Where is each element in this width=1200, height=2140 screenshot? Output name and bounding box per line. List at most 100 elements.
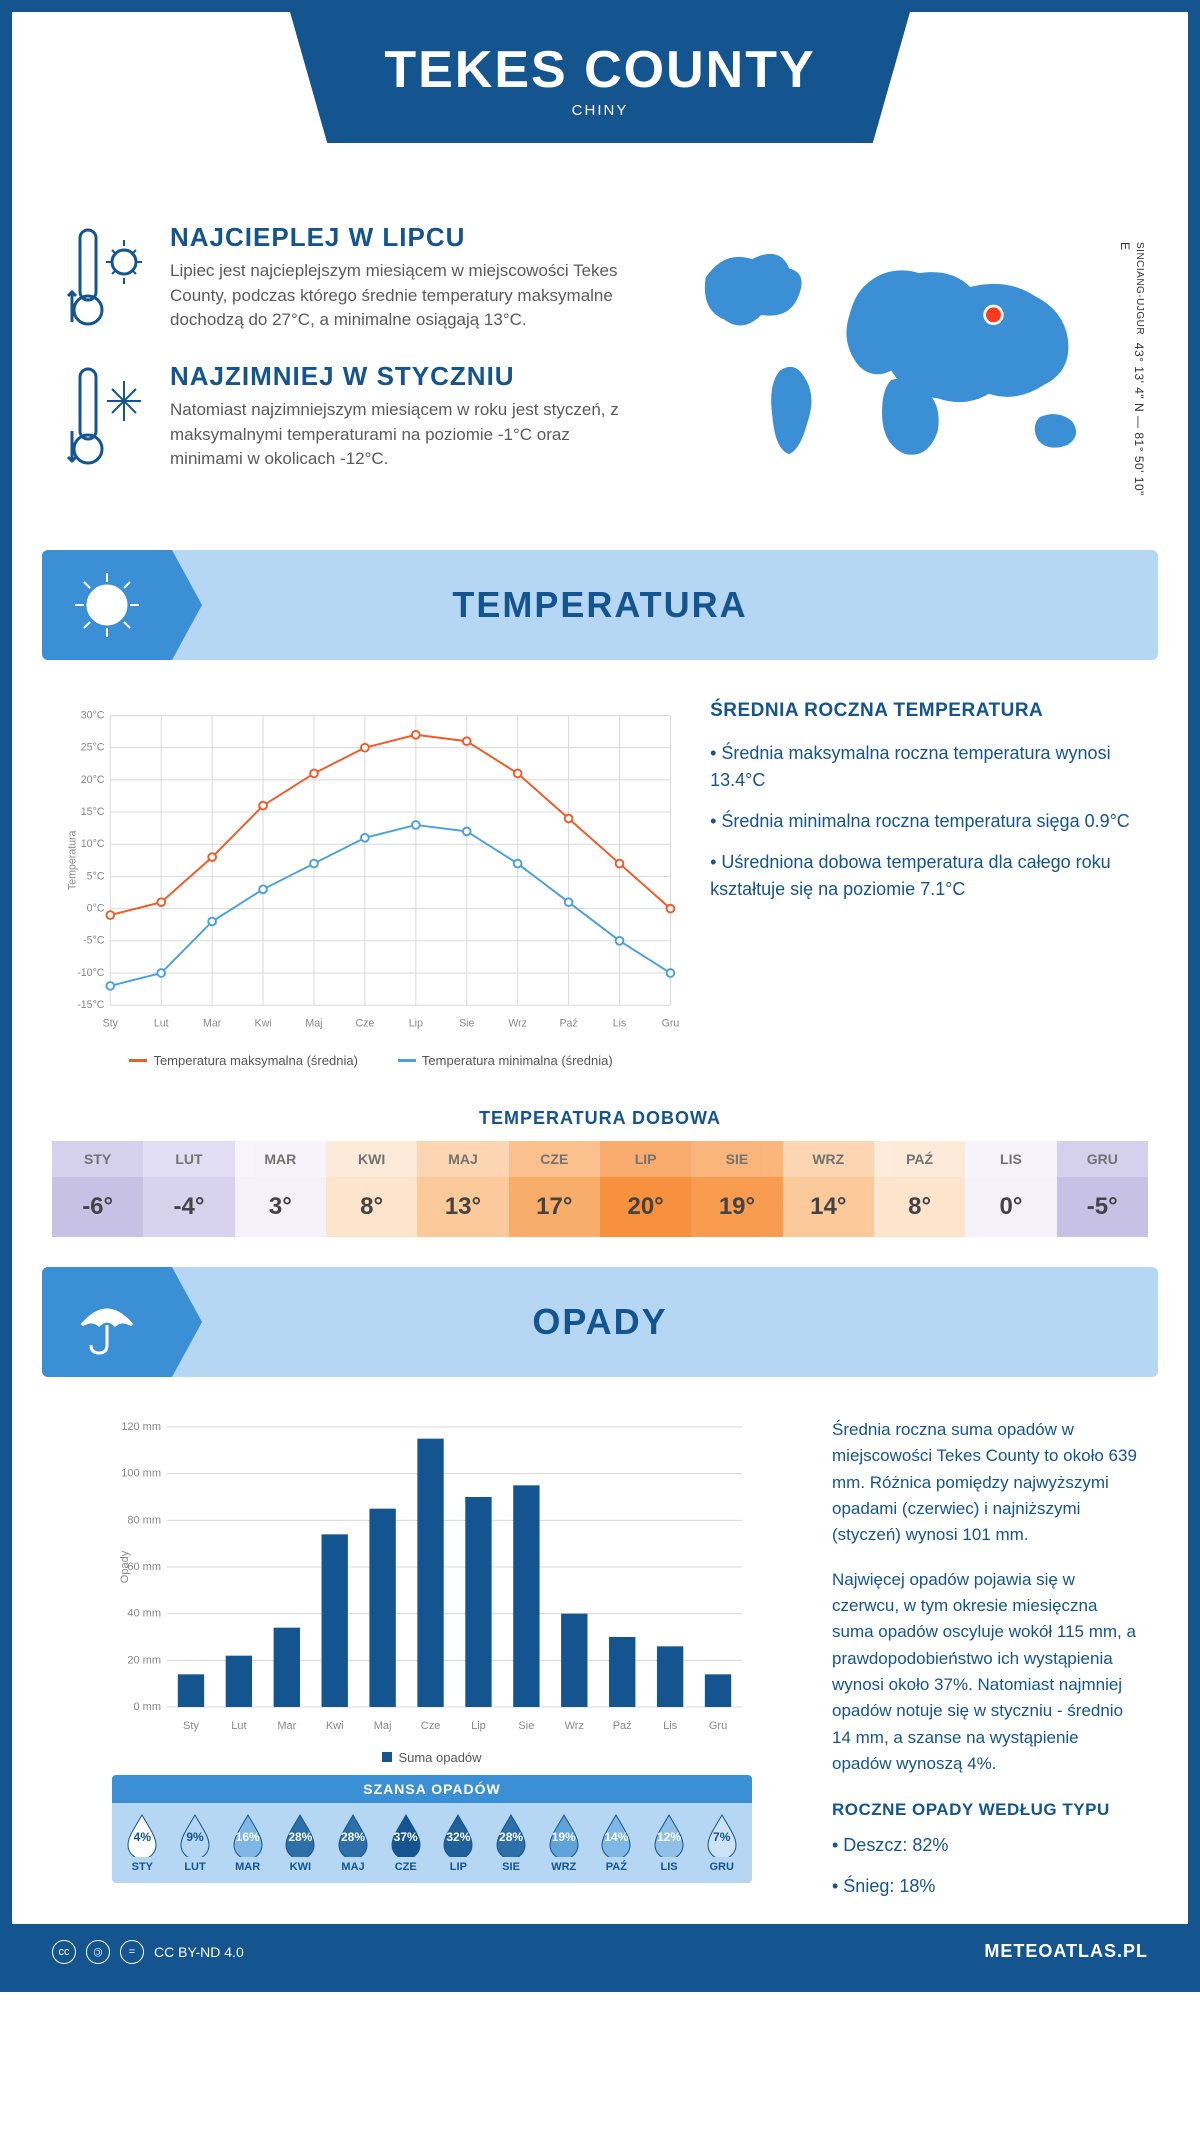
chance-cell: 16% MAR — [221, 1813, 274, 1873]
svg-text:Wrz: Wrz — [565, 1720, 584, 1732]
svg-text:Opady: Opady — [119, 1550, 131, 1583]
temp-bullet: • Uśredniona dobowa temperatura dla całe… — [710, 849, 1138, 903]
chance-cell: 28% SIE — [485, 1813, 538, 1873]
raindrop-icon: 28% — [335, 1813, 371, 1857]
svg-text:Temperatura: Temperatura — [67, 830, 79, 890]
by-icon: 🄯 — [86, 1940, 110, 1964]
raindrop-icon: 7% — [704, 1813, 740, 1857]
chance-cell: 37% CZE — [379, 1813, 432, 1873]
daily-cell: MAR 3° — [235, 1141, 326, 1237]
precip-paragraph: Najwięcej opadów pojawia się w czerwcu, … — [832, 1567, 1138, 1778]
svg-text:Lip: Lip — [471, 1720, 486, 1732]
svg-text:-5°C: -5°C — [83, 935, 105, 947]
svg-text:Lut: Lut — [154, 1017, 169, 1029]
svg-text:Maj: Maj — [305, 1017, 322, 1029]
temperature-chart: -15°C-10°C-5°C0°C5°C10°C15°C20°C25°C30°C… — [62, 700, 680, 1068]
svg-text:Mar: Mar — [277, 1720, 296, 1732]
legend-max: Temperatura maksymalna (średnia) — [153, 1053, 357, 1068]
chance-cell: 28% KWI — [274, 1813, 327, 1873]
svg-text:20°C: 20°C — [81, 774, 105, 786]
daily-cell: PAŹ 8° — [874, 1141, 965, 1237]
coldest-heading: NAJZIMNIEJ W STYCZNIU — [170, 361, 643, 392]
coldest-text: Natomiast najzimniejszym miesiącem w rok… — [170, 398, 643, 472]
daily-cell: STY -6° — [52, 1141, 143, 1237]
temperature-banner: TEMPERATURA — [42, 550, 1158, 660]
daily-cell: LIS 0° — [965, 1141, 1056, 1237]
svg-text:60 mm: 60 mm — [127, 1561, 161, 1573]
temp-bullet: • Średnia minimalna roczna temperatura s… — [710, 808, 1138, 835]
svg-text:Maj: Maj — [374, 1720, 392, 1732]
chance-cell: 32% LIP — [432, 1813, 485, 1873]
temperature-row: -15°C-10°C-5°C0°C5°C10°C15°C20°C25°C30°C… — [12, 680, 1188, 1088]
svg-text:0 mm: 0 mm — [134, 1701, 162, 1713]
warmest-text: Lipiec jest najcieplejszym miesiącem w m… — [170, 259, 643, 333]
precip-paragraph: Średnia roczna suma opadów w miejscowośc… — [832, 1417, 1138, 1549]
header: TEKES COUNTY CHINY — [12, 12, 1188, 212]
coldest-block: NAJZIMNIEJ W STYCZNIU Natomiast najzimni… — [62, 361, 643, 472]
raindrop-icon: 12% — [651, 1813, 687, 1857]
svg-text:Gru: Gru — [662, 1017, 680, 1029]
daily-cell: MAJ 13° — [417, 1141, 508, 1237]
svg-text:20 mm: 20 mm — [127, 1654, 161, 1666]
license-text: CC BY-ND 4.0 — [154, 1944, 244, 1960]
daily-cell: KWI 8° — [326, 1141, 417, 1237]
chance-cell: 19% WRZ — [537, 1813, 590, 1873]
precip-title: OPADY — [532, 1301, 667, 1343]
raindrop-icon: 19% — [546, 1813, 582, 1857]
title-banner: TEKES COUNTY CHINY — [290, 12, 910, 143]
thermometer-cold-icon — [62, 361, 152, 471]
raindrop-icon: 37% — [388, 1813, 424, 1857]
svg-text:Sie: Sie — [518, 1720, 534, 1732]
daily-temp-table: STY -6° LUT -4° MAR 3° KWI 8° MAJ 13° CZ… — [52, 1141, 1148, 1237]
infographic-page: TEKES COUNTY CHINY NAJCIEPLEJ W LIPCU Li… — [0, 0, 1200, 1992]
svg-text:Paź: Paź — [613, 1720, 632, 1732]
precip-chance-strip: SZANSA OPADÓW 4% STY 9% LUT 16% MAR 28% — [112, 1775, 752, 1883]
sun-icon — [42, 550, 172, 660]
legend-precip: Suma opadów — [398, 1750, 481, 1765]
svg-text:Sty: Sty — [103, 1017, 119, 1029]
location-title: TEKES COUNTY — [310, 40, 890, 100]
svg-text:Kwi: Kwi — [255, 1017, 272, 1029]
raindrop-icon: 9% — [177, 1813, 213, 1857]
svg-text:-15°C: -15°C — [77, 999, 105, 1011]
svg-text:Paź: Paź — [559, 1017, 577, 1029]
svg-text:Lis: Lis — [663, 1720, 678, 1732]
raindrop-icon: 28% — [282, 1813, 318, 1857]
precip-description: Średnia roczna suma opadów w miejscowośc… — [832, 1417, 1138, 1914]
raindrop-icon: 14% — [598, 1813, 634, 1857]
chance-cell: 28% MAJ — [327, 1813, 380, 1873]
svg-text:Mar: Mar — [203, 1017, 222, 1029]
site-name: METEOATLAS.PL — [984, 1941, 1148, 1962]
svg-text:Gru: Gru — [709, 1720, 727, 1732]
raindrop-icon: 32% — [440, 1813, 476, 1857]
daily-cell: LUT -4° — [143, 1141, 234, 1237]
svg-text:Sie: Sie — [459, 1017, 474, 1029]
chance-cell: 9% LUT — [169, 1813, 222, 1873]
location-country: CHINY — [310, 102, 890, 119]
precip-row: 0 mm20 mm40 mm60 mm80 mm100 mm120 mmStyL… — [12, 1397, 1188, 1924]
umbrella-icon — [42, 1267, 172, 1377]
svg-text:10°C: 10°C — [81, 838, 105, 850]
svg-text:-10°C: -10°C — [77, 967, 105, 979]
temperature-stats: ŚREDNIA ROCZNA TEMPERATURA • Średnia mak… — [710, 700, 1138, 1068]
svg-text:Wrz: Wrz — [508, 1017, 527, 1029]
svg-text:Kwi: Kwi — [326, 1720, 344, 1732]
daily-cell: SIE 19° — [691, 1141, 782, 1237]
svg-text:5°C: 5°C — [87, 870, 105, 882]
svg-text:Cze: Cze — [421, 1720, 441, 1732]
temp-bullet: • Średnia maksymalna roczna temperatura … — [710, 740, 1138, 794]
svg-text:15°C: 15°C — [81, 806, 105, 818]
daily-cell: CZE 17° — [509, 1141, 600, 1237]
temperature-title: TEMPERATURA — [452, 584, 747, 626]
chance-title: SZANSA OPADÓW — [112, 1775, 752, 1803]
footer: cc 🄯 = CC BY-ND 4.0 METEOATLAS.PL — [12, 1924, 1188, 1980]
daily-cell: LIP 20° — [600, 1141, 691, 1237]
chance-cell: 7% GRU — [695, 1813, 748, 1873]
chance-cell: 14% PAŹ — [590, 1813, 643, 1873]
svg-text:Cze: Cze — [355, 1017, 374, 1029]
svg-text:Lut: Lut — [231, 1720, 246, 1732]
intro-section: NAJCIEPLEJ W LIPCU Lipiec jest najcieple… — [12, 212, 1188, 530]
chance-cell: 4% STY — [116, 1813, 169, 1873]
avg-temp-heading: ŚREDNIA ROCZNA TEMPERATURA — [710, 700, 1138, 722]
svg-text:Lip: Lip — [409, 1017, 423, 1029]
